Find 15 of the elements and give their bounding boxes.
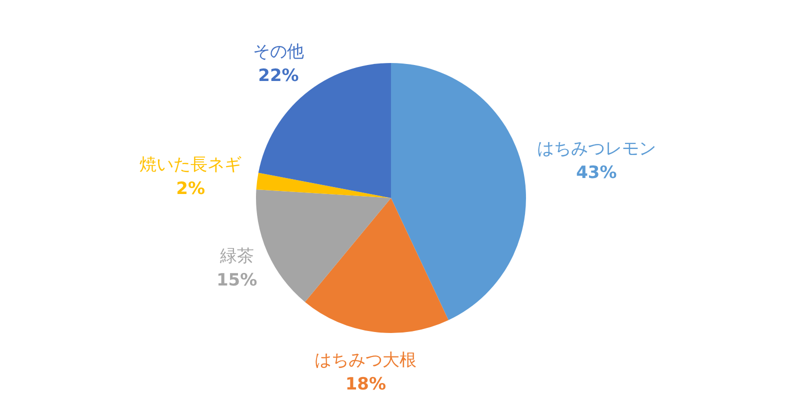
data-label: 43% [576,162,617,183]
pie-slice [258,63,391,198]
data-label: 18% [345,374,386,395]
data-label: 2% [176,179,206,200]
slice-label: 緑茶 [218,246,254,266]
pie-slice [304,198,448,333]
slice-label: はちみつレモン [536,138,656,159]
pie-slice [256,172,391,198]
pie-slice [256,190,391,302]
slice-label: はちみつ大根 [314,350,417,371]
data-label: 22% [258,66,299,86]
slice-label: 焼いた長ネギ [140,155,242,176]
pie-slice [391,63,526,320]
slice-label: その他 [252,42,304,62]
data-label: 15% [216,270,258,290]
